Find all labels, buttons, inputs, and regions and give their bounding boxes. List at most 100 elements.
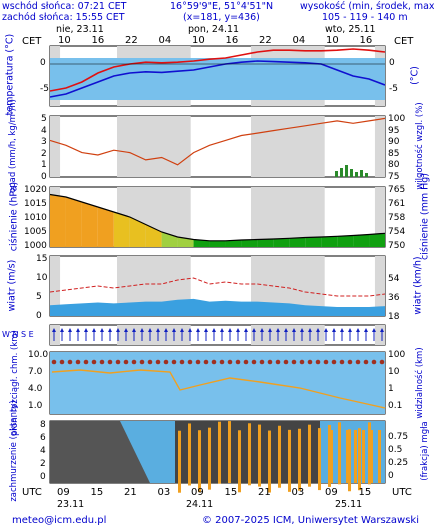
cloud-top-dot	[172, 360, 177, 365]
pressure-tick: 1010	[24, 213, 47, 223]
visibility-right-tick: 100	[388, 350, 405, 360]
fog-bar	[248, 423, 251, 485]
precip-bar	[345, 165, 348, 177]
bottom-date-2: 24.11	[186, 499, 213, 510]
pressure-area	[305, 237, 321, 247]
wind-tick: 0	[36, 311, 42, 321]
wind-arrow-head	[364, 328, 368, 332]
cloud-top-dot	[140, 360, 145, 365]
cloud-top-dot	[340, 360, 345, 365]
bottom-hour-tick: 15	[91, 487, 104, 498]
precip-tick: 5	[41, 114, 47, 124]
bottom-hour-tick: 03	[292, 487, 305, 498]
fog-bar	[238, 430, 241, 492]
cloud-top-dot	[100, 360, 105, 365]
top-hour-tick: 16	[226, 35, 239, 46]
pressure-area	[210, 241, 226, 247]
bottom-hour-tick: 09	[325, 487, 338, 498]
wind-tick: 15	[36, 254, 47, 264]
pressure-area	[289, 238, 305, 248]
cloud-top-dot	[284, 360, 289, 365]
pressure-area	[66, 197, 82, 247]
bottom-hour-tick: 15	[225, 487, 238, 498]
precip-tick: 2	[41, 149, 47, 159]
wind-arrow-head	[108, 328, 112, 332]
cloud-top-dot	[324, 360, 329, 365]
cloud-tick: 2	[40, 459, 46, 469]
pressure-area	[257, 239, 273, 247]
visibility-right-tick: 0.1	[388, 401, 402, 411]
night-band	[50, 116, 60, 177]
visibility-tick: 10.0	[28, 350, 48, 360]
pressure-area	[273, 238, 289, 247]
cloud-top-dot	[92, 360, 97, 365]
fog-bar	[188, 423, 191, 485]
fog-bar	[288, 430, 291, 492]
pressure-label-right: ciśnienie (mm Hg)	[420, 167, 431, 267]
cloud-top-dot	[236, 360, 241, 365]
humidity-tick: 100	[388, 114, 405, 124]
night-band	[117, 116, 191, 177]
visibility-right-tick: 1	[388, 384, 394, 394]
wind-arrow-head	[332, 328, 336, 332]
top-hour-tick: 04	[159, 35, 172, 46]
wind-direction-label: W N S E	[2, 329, 42, 340]
footer-copyright: © 2007-2025 ICM, Uniwersytet Warszawski	[202, 515, 419, 526]
cloud-top-dot	[124, 360, 129, 365]
cloud-top-dot	[156, 360, 161, 365]
pressure-tick: 1015	[24, 199, 47, 209]
top-hour-tick: 10	[192, 35, 205, 46]
wind-label-right: wiatr (km/h)	[413, 256, 424, 316]
cloud-tick: 8	[40, 420, 46, 430]
fog-bar	[354, 430, 357, 483]
cloud-tick: 4	[40, 446, 46, 456]
fog-bar	[362, 430, 365, 483]
panel-frames	[50, 46, 385, 483]
cloud-top-dot	[348, 360, 353, 365]
cloud-top-dot	[132, 360, 137, 365]
precip-bar	[350, 169, 353, 177]
tz-bottom-right: UTC	[392, 487, 412, 498]
top-hour-tick: 10	[326, 35, 339, 46]
wind-arrow-head	[84, 328, 88, 332]
footer-email[interactable]: meteo@icm.edu.pl	[12, 515, 106, 526]
pressure-area	[114, 212, 130, 247]
top-hour-tick: 22	[259, 35, 272, 46]
bottom-date-1: 23.11	[57, 499, 84, 510]
wind-tick: 10	[36, 273, 47, 283]
wind-arrow-head	[244, 328, 248, 332]
fog-bar	[338, 430, 341, 483]
clouds-label-left: zachmurzenie (oktanty)	[9, 391, 19, 511]
tz-bottom-left: UTC	[22, 487, 42, 498]
humidity-tick: 95	[388, 126, 399, 136]
cloud-top-dot	[380, 360, 385, 365]
fog-bar	[330, 430, 333, 483]
fog-bar	[370, 430, 373, 483]
pressure-tick: 1020	[24, 185, 47, 195]
night-band	[251, 116, 325, 177]
wind-arrow-head	[68, 328, 72, 332]
fog-tick: 0	[388, 471, 394, 481]
cloud-top-dot	[308, 360, 313, 365]
pressure-area	[321, 236, 337, 247]
wind-arrow-head	[76, 328, 80, 332]
precip-bar	[340, 168, 343, 177]
bottom-date-3: 25.11	[335, 499, 362, 510]
cloud-top-dot	[260, 360, 265, 365]
precip-bar	[335, 171, 338, 177]
cloud-top-dot	[372, 360, 377, 365]
pressure-area	[337, 236, 353, 248]
bottom-hour-tick: 21	[258, 487, 271, 498]
cloud-top-dot	[276, 360, 281, 365]
wind-arrow-head	[340, 328, 344, 332]
pressure-area	[98, 207, 114, 247]
top-hour-tick: 10	[58, 35, 71, 46]
wind-arrow-head	[92, 328, 96, 332]
fog-tick: 0.5	[388, 445, 402, 455]
humidity-tick: 85	[388, 149, 399, 159]
cloud-top-dot	[76, 360, 81, 365]
cloud-top-dot	[228, 360, 233, 365]
visibility-tick: 4.0	[28, 384, 42, 394]
cloud-top-dot	[188, 360, 193, 365]
wind-arrow-head	[348, 328, 352, 332]
